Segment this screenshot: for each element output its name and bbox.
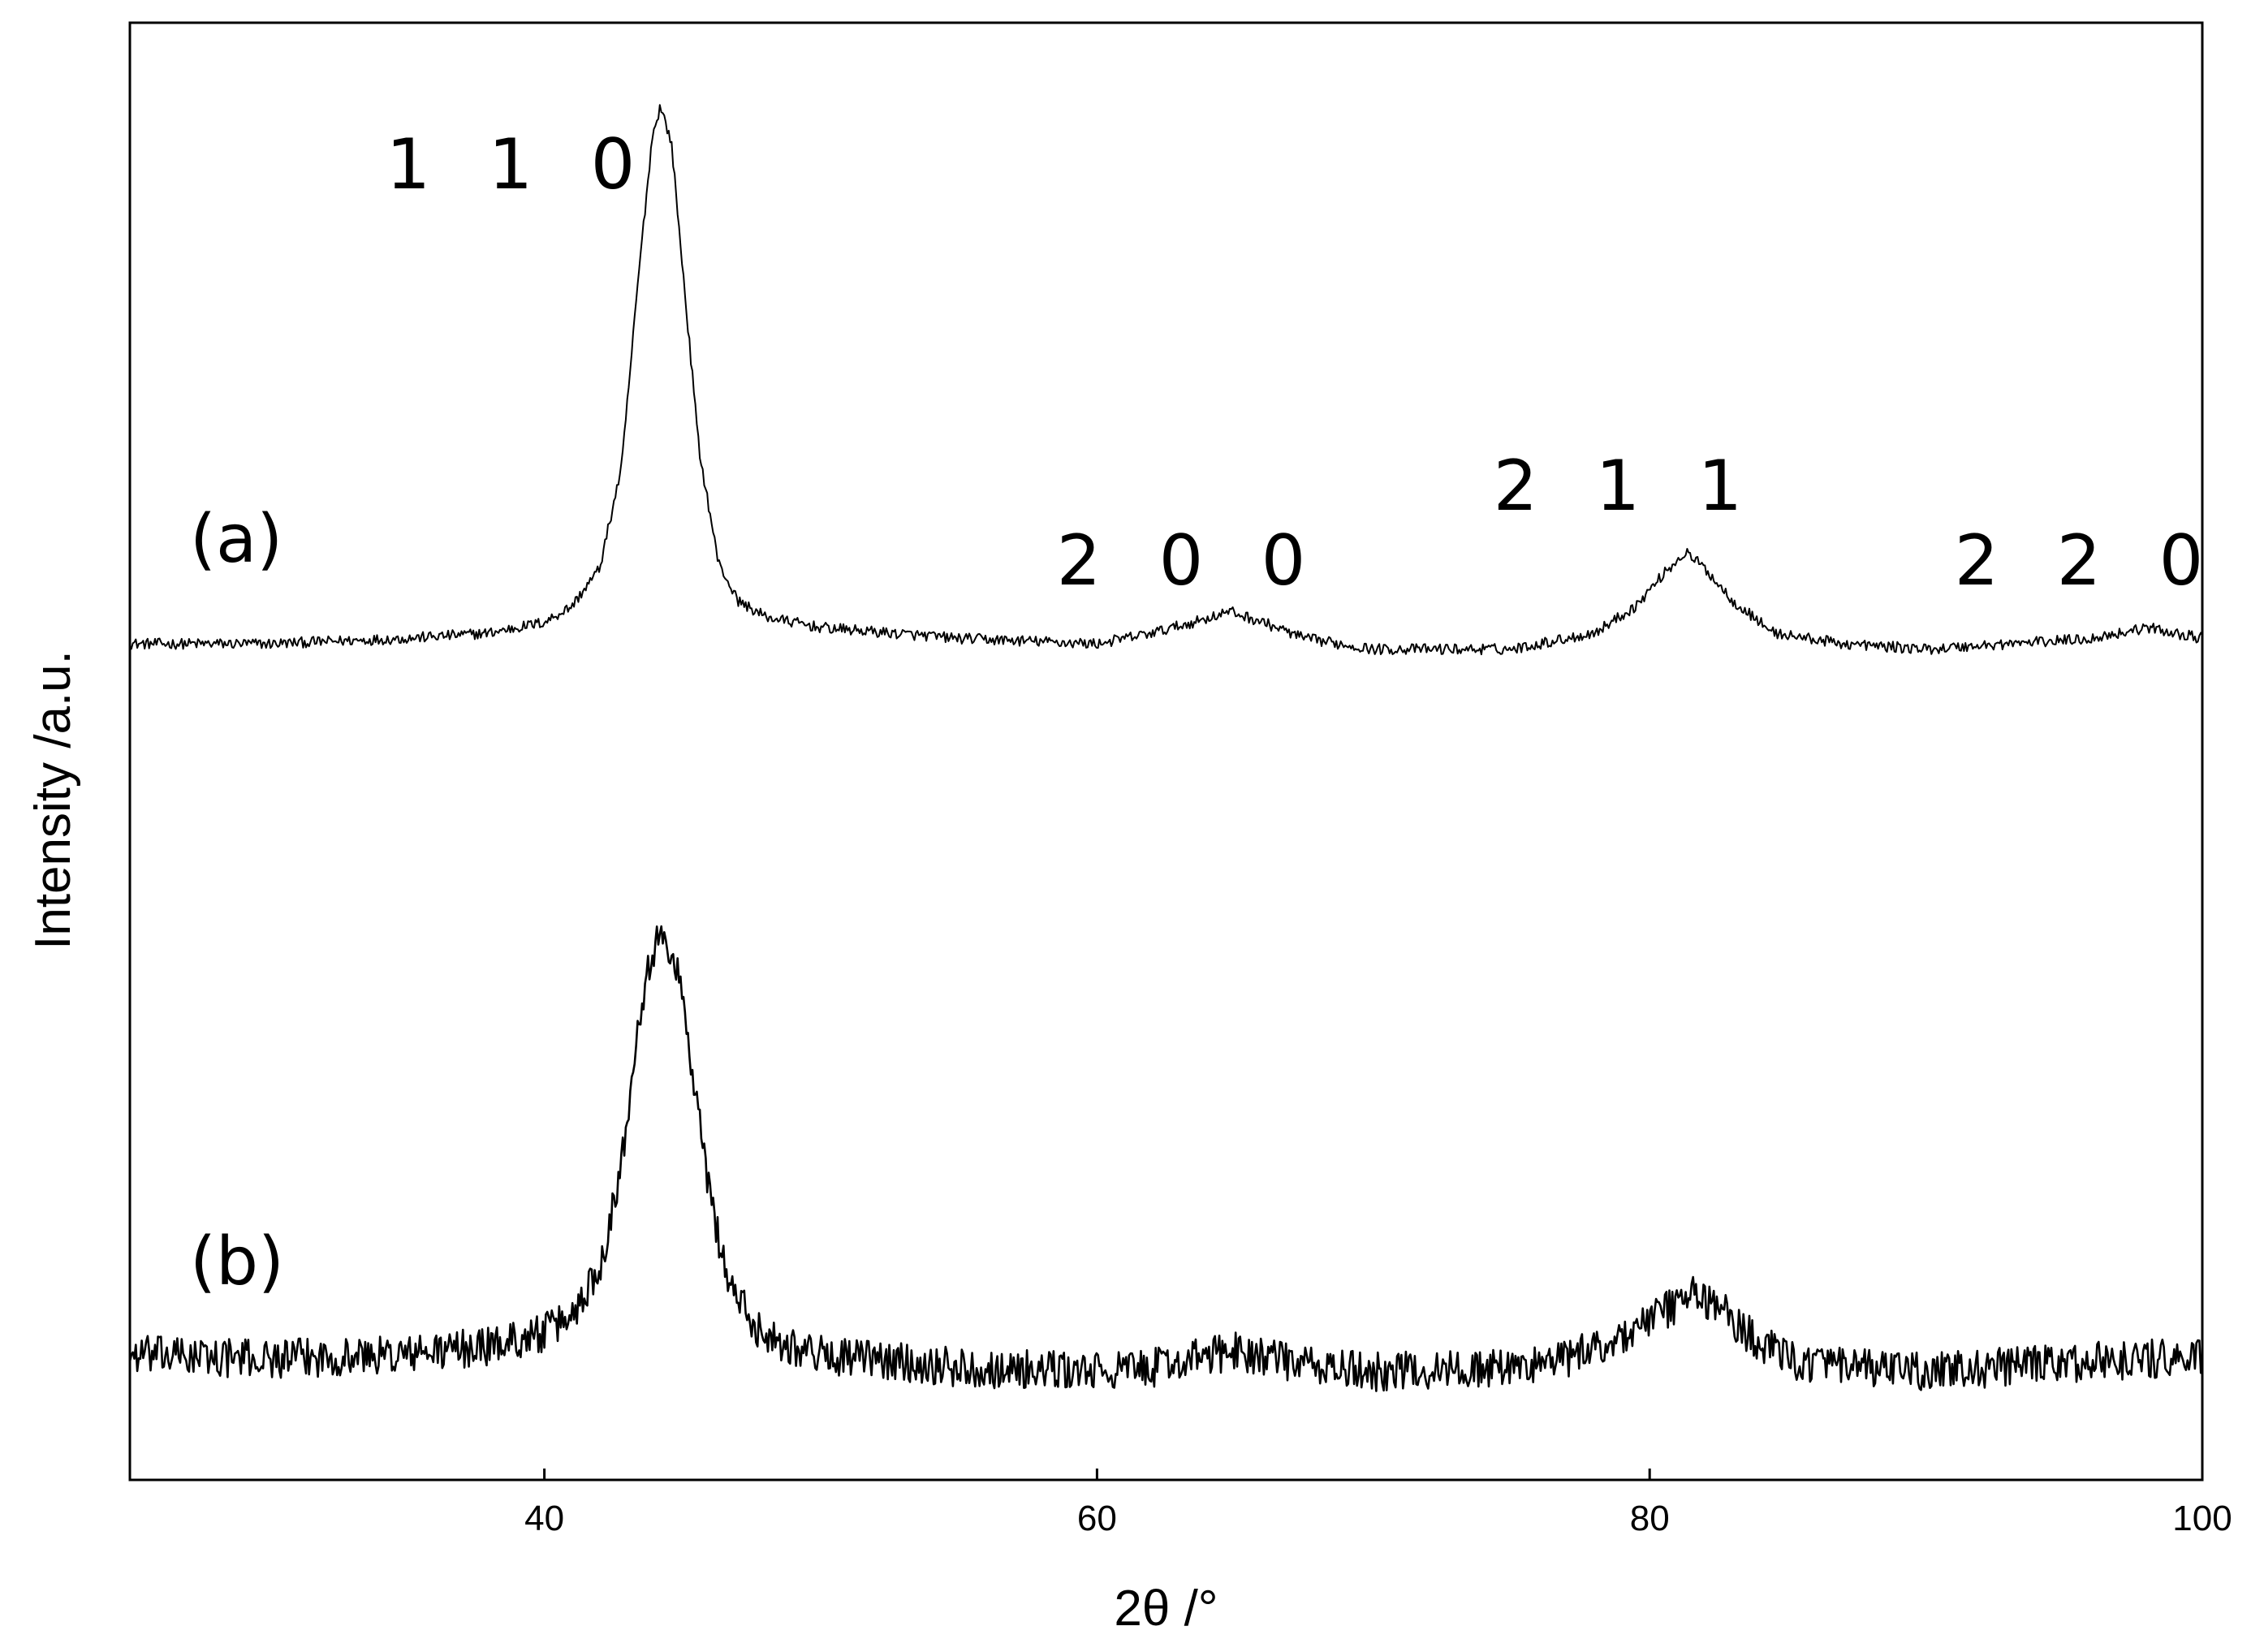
panel-labels: (a) (b) bbox=[190, 501, 284, 1300]
peak-label: 2 2 0 bbox=[1955, 520, 2222, 602]
x-tick-label: 60 bbox=[1077, 1499, 1117, 1538]
x-axis-ticks: 40 60 80 100 bbox=[524, 1469, 2232, 1538]
peak-label: 2 0 0 bbox=[1057, 520, 1324, 602]
x-axis-title: 2θ /° bbox=[1114, 1581, 1218, 1637]
plot-frame bbox=[128, 21, 2204, 1482]
panel-label-b: (b) bbox=[190, 1223, 284, 1300]
peak-label: 2 1 1 bbox=[1494, 446, 1761, 527]
peak-label: 1 1 0 bbox=[386, 124, 653, 205]
panel-label-a: (a) bbox=[190, 501, 282, 578]
y-axis-title: Intensity /a.u. bbox=[25, 650, 81, 950]
x-tick-label: 100 bbox=[2172, 1499, 2232, 1538]
x-tick-label: 40 bbox=[524, 1499, 564, 1538]
peak-annotations: 1 1 0 2 0 0 2 1 1 2 2 0 bbox=[386, 124, 2222, 602]
x-tick-label: 80 bbox=[1630, 1499, 1670, 1538]
series-line-b bbox=[128, 925, 2204, 1392]
traces-group bbox=[128, 104, 2204, 1392]
series-line-a bbox=[130, 104, 2203, 656]
